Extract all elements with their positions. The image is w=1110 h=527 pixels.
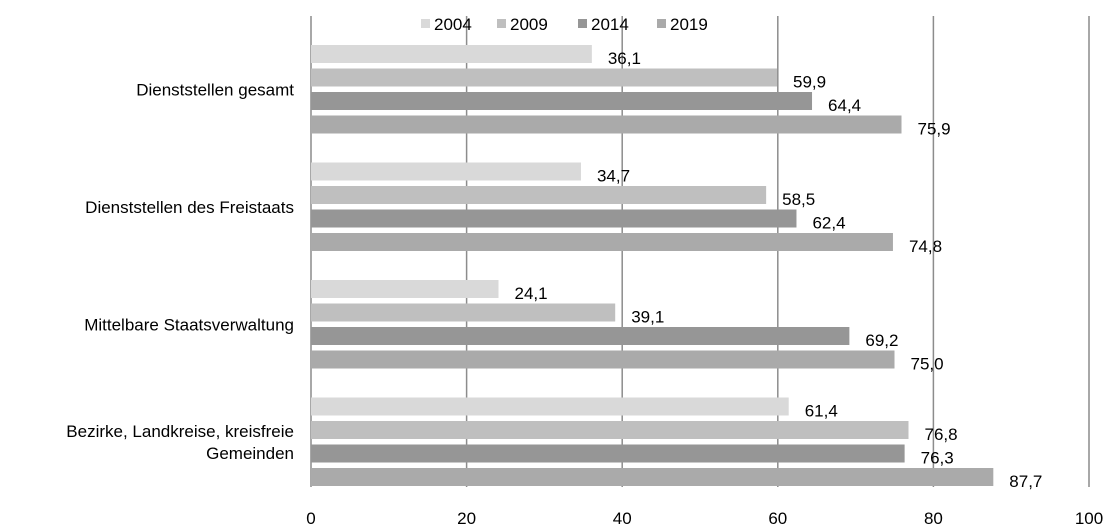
data-label: 24,1 — [514, 284, 547, 303]
bar-2014 — [311, 209, 797, 228]
legend: 2004 2009 2014 2019 — [421, 15, 708, 34]
bar-2004 — [311, 162, 581, 181]
data-label: 59,9 — [793, 73, 826, 92]
data-label: 34,7 — [597, 167, 630, 186]
data-label: 62,4 — [812, 214, 845, 233]
category-label: Bezirke, Landkreise, kreisfreie — [66, 422, 294, 441]
data-label: 75,0 — [911, 355, 944, 374]
x-tick-label: 60 — [768, 509, 787, 527]
category-label: Gemeinden — [206, 444, 294, 463]
x-tick-label: 100 — [1075, 509, 1103, 527]
x-tick-label: 80 — [924, 509, 943, 527]
data-label: 75,9 — [918, 120, 951, 139]
legend-swatch-2019 — [657, 19, 666, 28]
x-tick-label: 0 — [306, 509, 315, 527]
data-label: 87,7 — [1009, 472, 1042, 491]
category-labels: Dienststellen gesamt Dienststellen des Fr… — [66, 80, 294, 463]
legend-swatch-2004 — [421, 19, 430, 28]
category-label: Dienststellen gesamt — [136, 80, 294, 99]
bar-2019 — [311, 233, 893, 251]
data-label: 69,2 — [865, 331, 898, 350]
bar-2009 — [311, 186, 767, 204]
data-label: 76,3 — [921, 449, 954, 468]
legend-swatch-2014 — [578, 19, 587, 28]
bar-2019 — [311, 115, 902, 134]
bars — [311, 45, 994, 486]
data-label: 76,8 — [925, 425, 958, 444]
category-label: Dienststellen des Freistaats — [85, 198, 294, 217]
bar-2009 — [311, 68, 778, 87]
legend-label: 2014 — [591, 15, 629, 34]
bar-2004 — [311, 45, 592, 63]
bar-2014 — [311, 92, 813, 110]
bar-2019 — [311, 350, 895, 369]
bar-2019 — [311, 468, 994, 486]
bar-2009 — [311, 303, 616, 322]
x-axis: 0 20 40 60 80 100 — [306, 509, 1103, 527]
legend-label: 2019 — [670, 15, 708, 34]
legend-label: 2009 — [510, 15, 548, 34]
data-label: 74,8 — [909, 237, 942, 256]
gridlines — [310, 16, 1090, 487]
data-label: 58,5 — [782, 190, 815, 209]
data-label: 39,1 — [631, 308, 664, 327]
bar-2004 — [311, 280, 499, 298]
legend-label: 2004 — [434, 15, 472, 34]
bar-2009 — [311, 421, 909, 439]
bar-2014 — [311, 444, 905, 463]
data-label: 36,1 — [608, 49, 641, 68]
data-labels: 36,1 34,7 24,1 61,4 59,9 58,5 39,1 76,8 64,4 62,4… — [514, 49, 1042, 491]
x-tick-label: 20 — [457, 509, 476, 527]
category-label: Mittelbare Staatsverwaltung — [84, 315, 294, 334]
bar-2014 — [311, 327, 850, 345]
data-label: 61,4 — [805, 402, 838, 421]
x-tick-label: 40 — [613, 509, 632, 527]
bar-2004 — [311, 397, 789, 416]
data-label: 64,4 — [828, 96, 861, 115]
legend-swatch-2009 — [497, 19, 506, 28]
